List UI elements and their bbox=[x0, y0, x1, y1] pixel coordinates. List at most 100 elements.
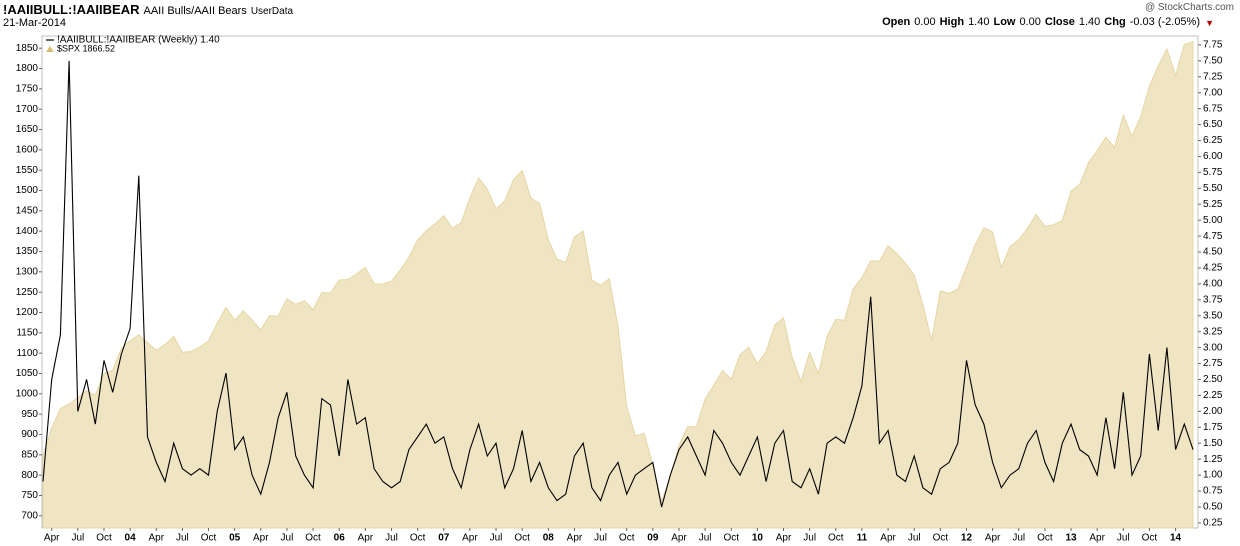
y2-tick-label: 2.50 bbox=[1203, 374, 1223, 385]
x-tick-label: Oct bbox=[410, 533, 426, 544]
credit: @ StockCharts.com bbox=[1144, 2, 1234, 13]
x-tick-label: Apr bbox=[1089, 533, 1105, 544]
symbol: !AAIIBULL:!AAIIBEAR bbox=[3, 2, 140, 17]
x-tick-label: Oct bbox=[619, 533, 635, 544]
legend-label: $SPX 1866.52 bbox=[57, 43, 115, 53]
x-tick-label: 14 bbox=[1170, 533, 1182, 544]
credit-row: @ StockCharts.com bbox=[1145, 2, 1234, 13]
y-tick-label: 1800 bbox=[16, 63, 39, 74]
y2-tick-label: 3.75 bbox=[1203, 294, 1223, 305]
x-tick-label: 10 bbox=[752, 533, 764, 544]
legend-swatch bbox=[46, 46, 54, 52]
x-tick-label: Oct bbox=[1037, 533, 1053, 544]
y2-tick-label: 0.25 bbox=[1203, 518, 1223, 529]
x-tick-label: Apr bbox=[148, 533, 164, 544]
y2-tick-label: 2.00 bbox=[1203, 406, 1223, 417]
quote-value: 1.40 bbox=[968, 16, 990, 28]
y-tick-label: 1250 bbox=[16, 287, 39, 298]
y-tick-label: 1150 bbox=[16, 327, 38, 338]
x-tick-label: Oct bbox=[514, 533, 530, 544]
x-tick-label: Jul bbox=[908, 533, 921, 544]
y-tick-label: 750 bbox=[21, 490, 38, 501]
x-tick-label: Apr bbox=[567, 533, 583, 544]
y-tick-label: 1500 bbox=[16, 185, 39, 196]
y-tick-label: 1450 bbox=[16, 205, 39, 216]
line bbox=[42, 60, 1194, 508]
y-tick-label: 1350 bbox=[16, 246, 39, 257]
y2-tick-label: 1.75 bbox=[1203, 422, 1223, 433]
x-tick-label: Apr bbox=[44, 533, 60, 544]
x-tick-label: Apr bbox=[671, 533, 687, 544]
y2-tick-label: 1.50 bbox=[1203, 438, 1223, 449]
y2-tick-label: 1.25 bbox=[1203, 454, 1223, 465]
quote-value: 0.00 bbox=[914, 16, 936, 28]
x-tick-label: 07 bbox=[438, 533, 450, 544]
quote-value: 0.00 bbox=[1019, 16, 1041, 28]
down-arrow: ▼ bbox=[1205, 18, 1214, 28]
x-tick-label: Apr bbox=[776, 533, 792, 544]
y2-tick-label: 4.00 bbox=[1203, 279, 1223, 290]
x-tick-label: 13 bbox=[1065, 533, 1077, 544]
x-tick-label: Jul bbox=[490, 533, 503, 544]
date: 21-Mar-2014 bbox=[3, 17, 66, 29]
x-tick-label: 06 bbox=[334, 533, 346, 544]
y2-tick-label: 3.00 bbox=[1203, 342, 1223, 353]
y2-tick-label: 0.75 bbox=[1203, 486, 1223, 497]
x-tick-label: Apr bbox=[358, 533, 374, 544]
area bbox=[42, 41, 1194, 529]
x-tick-label: Apr bbox=[462, 533, 478, 544]
y2-tick-label: 7.00 bbox=[1203, 87, 1223, 98]
x-tick-label: Oct bbox=[201, 533, 217, 544]
y2-tick-label: 6.75 bbox=[1203, 103, 1223, 114]
quote-label: High bbox=[939, 16, 965, 28]
y2-tick-label: 4.25 bbox=[1203, 263, 1223, 274]
x-tick-label: Jul bbox=[594, 533, 607, 544]
y2-tick-label: 2.25 bbox=[1203, 390, 1223, 401]
y2-tick-label: 0.50 bbox=[1203, 502, 1223, 513]
x-tick-label: Apr bbox=[985, 533, 1001, 544]
y-tick-label: 1650 bbox=[16, 124, 39, 135]
x-tick-label: 08 bbox=[543, 533, 555, 544]
x-tick-label: Apr bbox=[880, 533, 896, 544]
x-tick-label: Oct bbox=[828, 533, 844, 544]
x-tick-label: Jul bbox=[699, 533, 712, 544]
quote-value: -0.03 (-2.05%) bbox=[1129, 16, 1200, 28]
quote-label: Open bbox=[882, 16, 911, 28]
x-tick-label: Jul bbox=[803, 533, 816, 544]
y-tick-label: 800 bbox=[21, 470, 38, 481]
y2-tick-label: 3.50 bbox=[1203, 310, 1223, 321]
y2-tick-label: 5.00 bbox=[1203, 215, 1223, 226]
y-tick-label: 1700 bbox=[16, 104, 39, 115]
x-tick-label: Jul bbox=[281, 533, 294, 544]
x-tick-label: 05 bbox=[229, 533, 241, 544]
x-tick-label: 04 bbox=[125, 533, 137, 544]
x-tick-label: Jul bbox=[176, 533, 189, 544]
y-tick-label: 1200 bbox=[16, 307, 39, 318]
y-tick-label: 850 bbox=[21, 449, 38, 460]
y2-tick-label: 7.25 bbox=[1203, 71, 1223, 82]
quote-label: Low bbox=[993, 16, 1016, 28]
description: AAII Bulls/AAII Bears bbox=[143, 5, 247, 17]
y-tick-label: 1550 bbox=[16, 165, 39, 176]
x-tick-label: Apr bbox=[253, 533, 269, 544]
header-left: !AAIIBULL:!AAIIBEAR AAII Bulls/AAII Bear… bbox=[3, 2, 293, 17]
x-tick-label: Oct bbox=[723, 533, 739, 544]
y2-tick-label: 5.25 bbox=[1203, 199, 1223, 210]
legend-label: !AAIIBULL:!AAIIBEAR (Weekly) 1.40 bbox=[57, 35, 220, 46]
y-tick-label: 1850 bbox=[16, 43, 39, 54]
y-tick-label: 1750 bbox=[16, 84, 39, 95]
y2-tick-label: 6.50 bbox=[1203, 119, 1223, 130]
quote-label: Close bbox=[1044, 16, 1075, 28]
y-tick-label: 1100 bbox=[16, 348, 38, 359]
y-tick-label: 1600 bbox=[16, 144, 39, 155]
y2-tick-label: 2.75 bbox=[1203, 358, 1223, 369]
x-tick-label: Oct bbox=[96, 533, 112, 544]
y2-tick-label: 5.50 bbox=[1203, 183, 1223, 194]
x-tick-label: Oct bbox=[933, 533, 949, 544]
x-tick-label: Jul bbox=[71, 533, 84, 544]
source: UserData bbox=[250, 6, 294, 17]
x-tick-label: Oct bbox=[1142, 533, 1158, 544]
x-tick-label: 11 bbox=[857, 533, 868, 544]
y-tick-label: 900 bbox=[21, 429, 38, 440]
